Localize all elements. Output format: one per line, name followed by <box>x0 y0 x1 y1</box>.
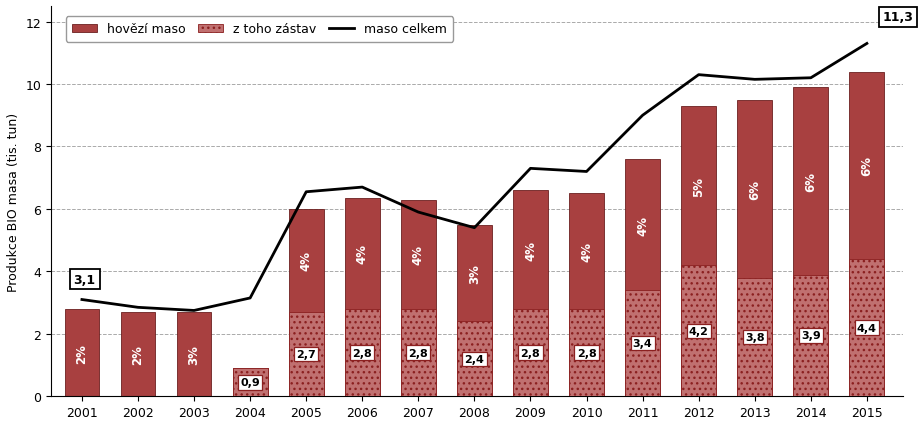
Text: 4,4: 4,4 <box>857 323 877 333</box>
Text: 2,8: 2,8 <box>520 348 541 358</box>
Text: 4%: 4% <box>636 215 649 235</box>
Text: 0,9: 0,9 <box>240 377 260 387</box>
Bar <box>849 259 884 397</box>
Bar <box>513 191 548 397</box>
Text: 2,8: 2,8 <box>408 348 428 358</box>
Bar <box>233 368 267 397</box>
Legend: hovězí maso, z toho zástav, maso celkem: hovězí maso, z toho zástav, maso celkem <box>66 17 453 43</box>
Bar <box>682 265 716 397</box>
Bar <box>344 199 379 397</box>
Text: 2,7: 2,7 <box>297 349 316 359</box>
Text: 2,8: 2,8 <box>353 348 372 358</box>
Text: 2,8: 2,8 <box>577 348 597 358</box>
Text: 4%: 4% <box>412 245 425 265</box>
Bar <box>121 312 156 397</box>
Bar <box>569 309 604 397</box>
Bar <box>401 309 436 397</box>
Text: 2%: 2% <box>76 343 88 363</box>
Text: 3,4: 3,4 <box>633 338 652 348</box>
Text: 3%: 3% <box>468 263 481 283</box>
Bar <box>625 291 660 397</box>
Y-axis label: Produkce BIO masa (tis. tun): Produkce BIO masa (tis. tun) <box>7 112 20 291</box>
Text: 4%: 4% <box>580 242 593 262</box>
Bar <box>289 210 323 397</box>
Bar <box>793 275 828 397</box>
Bar <box>738 101 772 397</box>
Text: 3,8: 3,8 <box>745 332 764 342</box>
Bar <box>177 312 212 397</box>
Text: 6%: 6% <box>748 179 762 199</box>
Bar <box>344 309 379 397</box>
Bar <box>849 72 884 397</box>
Bar <box>682 106 716 397</box>
Bar <box>401 200 436 397</box>
Text: 4%: 4% <box>299 251 313 271</box>
Bar <box>513 309 548 397</box>
Bar <box>233 368 267 397</box>
Text: 3%: 3% <box>188 345 201 364</box>
Text: 4%: 4% <box>524 240 537 260</box>
Text: 3,1: 3,1 <box>74 273 96 286</box>
Bar <box>457 225 492 397</box>
Bar <box>738 278 772 397</box>
Bar <box>569 194 604 397</box>
Text: 4%: 4% <box>356 244 368 264</box>
Text: 11,3: 11,3 <box>882 12 913 24</box>
Bar <box>289 312 323 397</box>
Bar <box>457 322 492 397</box>
Text: 3%: 3% <box>240 376 260 389</box>
Text: 5%: 5% <box>693 176 705 196</box>
Bar <box>625 160 660 397</box>
Text: 2%: 2% <box>132 345 145 364</box>
Bar <box>64 309 99 397</box>
Text: 6%: 6% <box>804 171 817 191</box>
Text: 3,9: 3,9 <box>801 331 821 341</box>
Bar <box>793 88 828 397</box>
Text: 6%: 6% <box>860 156 873 176</box>
Text: 4,2: 4,2 <box>689 326 708 336</box>
Text: 2,4: 2,4 <box>464 354 484 364</box>
